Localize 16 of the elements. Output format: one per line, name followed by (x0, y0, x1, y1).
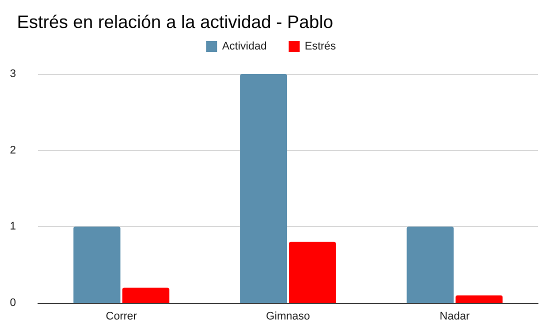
legend-label: Actividad (222, 40, 267, 52)
chart-title: Estrés en relación a la actividad - Pablo (17, 12, 334, 32)
bar (122, 288, 170, 303)
y-tick-label: 1 (10, 220, 16, 233)
bar (240, 74, 288, 303)
bar (73, 226, 120, 303)
bar (406, 226, 454, 303)
x-tick-label: Correr (106, 310, 138, 322)
y-tick-label: 0 (10, 297, 16, 309)
x-tick-label: Nadar (440, 310, 470, 322)
bar (456, 295, 503, 303)
y-tick-label: 3 (10, 68, 16, 80)
legend-label: Estrés (304, 40, 336, 52)
y-tick-label: 2 (10, 144, 16, 156)
bar (288, 242, 336, 303)
x-tick-label: Gimnaso (266, 310, 310, 322)
